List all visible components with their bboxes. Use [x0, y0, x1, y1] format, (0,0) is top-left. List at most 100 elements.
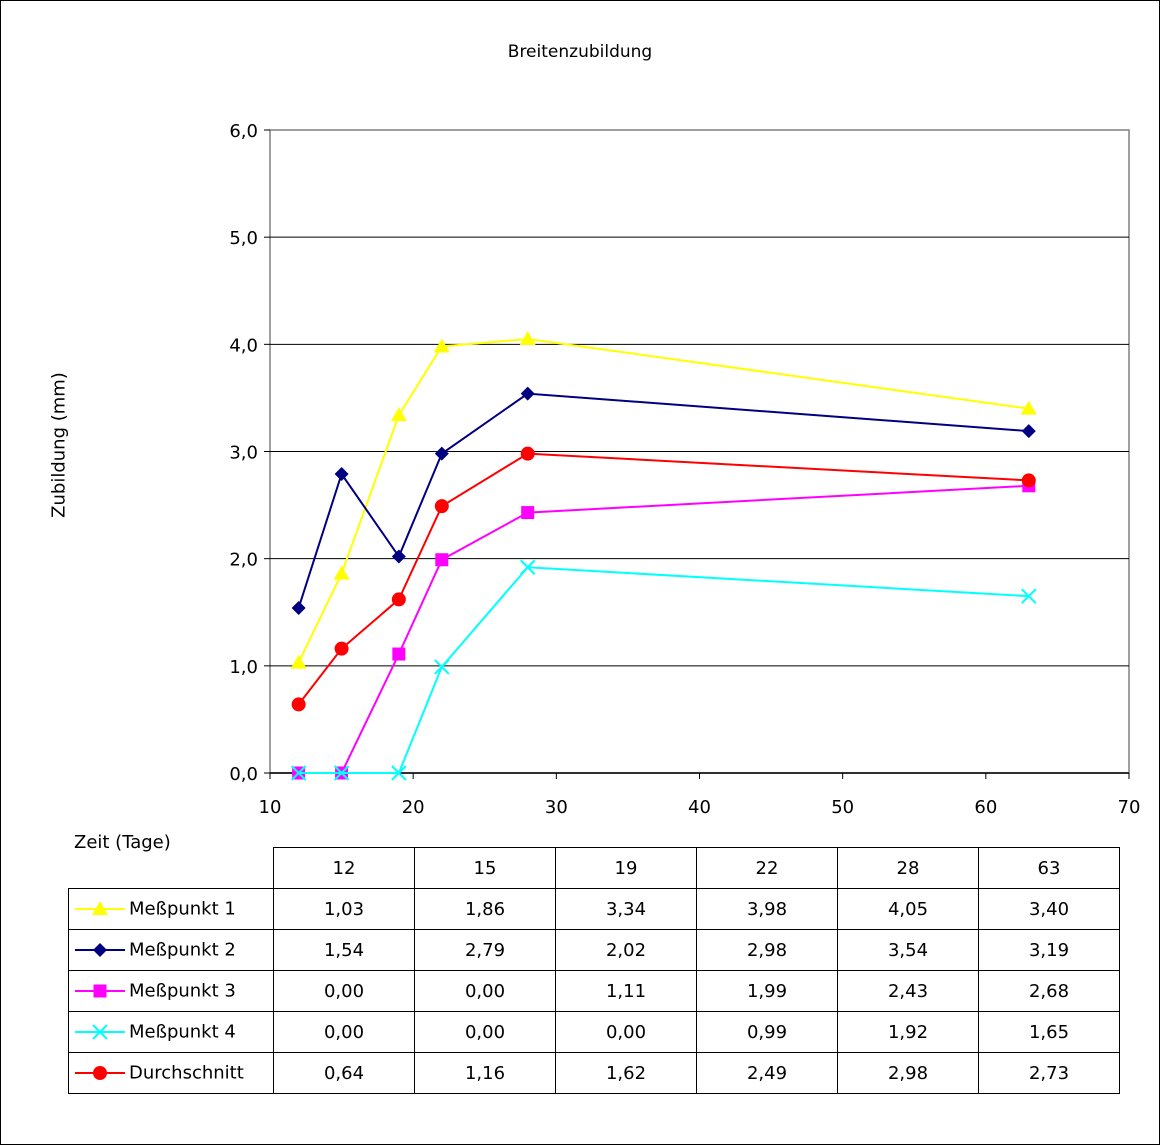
data-point-messpunkt-4	[290, 765, 307, 781]
data-point-messpunkt-4	[434, 659, 450, 675]
data-point-messpunkt-4	[391, 765, 407, 781]
table-cell: 0,00	[273, 970, 415, 1012]
table-header-cell: 63	[978, 847, 1120, 889]
legend-marker	[93, 984, 107, 998]
data-point-durchschnitt	[391, 592, 406, 607]
data-table: 12 15 19 22 28 63 Meßpunkt 1 1,03 1,86 3,34 3,98 4,…	[68, 847, 1120, 1094]
y-tick-label: 0,0	[229, 764, 258, 785]
data-point-messpunkt-2	[434, 446, 449, 461]
table-cell: 2,02	[555, 929, 697, 971]
table-cell: 2,43	[837, 970, 979, 1012]
table-cell: 0,00	[414, 1011, 556, 1053]
table-cell: 2,68	[978, 970, 1120, 1012]
table-cell: 3,40	[978, 888, 1120, 930]
table-cell: 1,11	[555, 970, 697, 1012]
table-row: Durchschnitt 0,64 1,16 1,62 2,49 2,98 2,73	[68, 1052, 1120, 1094]
table-row: Meßpunkt 4 0,00 0,00 0,00 0,99 1,92 1,65	[68, 1011, 1120, 1053]
data-point-messpunkt-2	[520, 386, 535, 401]
legend-marker	[93, 1066, 107, 1081]
data-point-messpunkt-1	[333, 565, 350, 580]
table-cell: 2,98	[696, 929, 838, 971]
legend-key-messpunkt-2	[75, 943, 125, 958]
data-point-messpunkt-3	[435, 553, 449, 567]
table-cell: 1,03	[273, 888, 415, 930]
data-point-messpunkt-1	[1020, 400, 1037, 415]
x-axis-label: Zeit (Tage)	[74, 832, 171, 853]
legend-entry-messpunkt-4: Meßpunkt 4	[68, 1011, 274, 1053]
table-corner	[69, 848, 274, 889]
data-point-durchschnitt	[291, 697, 306, 712]
table-row: Meßpunkt 1 1,03 1,86 3,34 3,98 4,05 3,40	[68, 888, 1120, 930]
table-cell: 1,99	[696, 970, 838, 1012]
legend-label: Durchschnitt	[129, 1062, 244, 1084]
table-cell: 0,99	[696, 1011, 838, 1053]
data-point-messpunkt-2	[334, 467, 349, 482]
series-line-messpunkt-2	[297, 392, 1029, 609]
x-tick-label: 40	[688, 797, 711, 818]
y-tick-label: 6,0	[229, 121, 258, 142]
data-point-messpunkt-3	[392, 647, 406, 661]
table-cell: 0,00	[273, 1011, 415, 1053]
data-point-durchschnitt	[434, 499, 449, 514]
legend-label: Meßpunkt 3	[129, 980, 236, 1002]
legend-entry-durchschnitt: Durchschnitt	[68, 1052, 274, 1094]
table-cell: 1,62	[555, 1052, 697, 1094]
y-tick-label: 3,0	[229, 443, 258, 464]
legend-label: Meßpunkt 1	[129, 898, 236, 920]
table-header-cell: 28	[837, 847, 979, 889]
data-point-messpunkt-1	[290, 654, 307, 669]
legend-label: Meßpunkt 2	[129, 939, 236, 961]
legend-marker	[92, 1024, 108, 1040]
x-tick-label: 70	[1118, 797, 1141, 818]
table-header-row: 12 15 19 22 28 63	[69, 847, 1120, 889]
table-cell: 1,86	[414, 888, 556, 930]
series-line-durchschnitt	[297, 452, 1029, 706]
legend-key-messpunkt-3	[75, 984, 125, 998]
data-point-messpunkt-1	[433, 338, 450, 353]
data-point-messpunkt-4	[1021, 588, 1037, 604]
data-point-durchschnitt	[520, 446, 535, 461]
x-tick-label: 50	[831, 797, 854, 818]
table-row: Meßpunkt 3 0,00 0,00 1,11 1,99 2,43 2,68	[68, 970, 1120, 1012]
table-row: Meßpunkt 2 1,54 2,79 2,02 2,98 3,54 3,19	[68, 929, 1120, 971]
table-cell: 1,92	[837, 1011, 979, 1053]
table-cell: 1,65	[978, 1011, 1120, 1053]
data-point-messpunkt-4	[333, 765, 350, 781]
table-cell: 1,16	[414, 1052, 556, 1094]
series-line-messpunkt-4	[298, 566, 1029, 774]
legend-entry-messpunkt-1: Meßpunkt 1	[68, 888, 274, 930]
table-cell: 2,98	[837, 1052, 979, 1094]
legend-entry-messpunkt-2: Meßpunkt 2	[68, 929, 274, 971]
series-line-messpunkt-1	[297, 337, 1029, 664]
legend-marker	[92, 901, 108, 916]
x-tick-label: 60	[974, 797, 997, 818]
table-cell: 3,98	[696, 888, 838, 930]
x-tick-label: 10	[259, 797, 282, 818]
data-point-messpunkt-4	[519, 559, 536, 575]
table-cell: 4,05	[837, 888, 979, 930]
legend-marker	[93, 943, 107, 958]
table-header-cell: 19	[555, 847, 697, 889]
table-cell: 2,49	[696, 1052, 838, 1094]
data-point-messpunkt-2	[291, 600, 306, 615]
table-header-cell: 22	[696, 847, 838, 889]
legend-key-durchschnitt	[75, 1066, 125, 1081]
table-header-cell: 15	[414, 847, 556, 889]
y-tick-label: 2,0	[229, 550, 258, 571]
table-cell: 0,64	[273, 1052, 415, 1094]
legend-entry-messpunkt-3: Meßpunkt 3	[68, 970, 274, 1012]
data-point-messpunkt-3	[521, 506, 535, 520]
data-point-durchschnitt	[1021, 473, 1036, 488]
table-cell: 0,00	[414, 970, 556, 1012]
table-cell: 2,79	[414, 929, 556, 971]
data-point-messpunkt-1	[519, 330, 536, 345]
y-tick-label: 4,0	[229, 335, 258, 356]
legend-label: Meßpunkt 4	[129, 1021, 236, 1043]
data-point-messpunkt-2	[391, 549, 406, 564]
table-cell: 0,00	[555, 1011, 697, 1053]
legend-key-messpunkt-1	[75, 901, 125, 916]
table-cell: 1,54	[273, 929, 415, 971]
table-header-cell: 12	[273, 847, 415, 889]
table-cell: 3,34	[555, 888, 697, 930]
